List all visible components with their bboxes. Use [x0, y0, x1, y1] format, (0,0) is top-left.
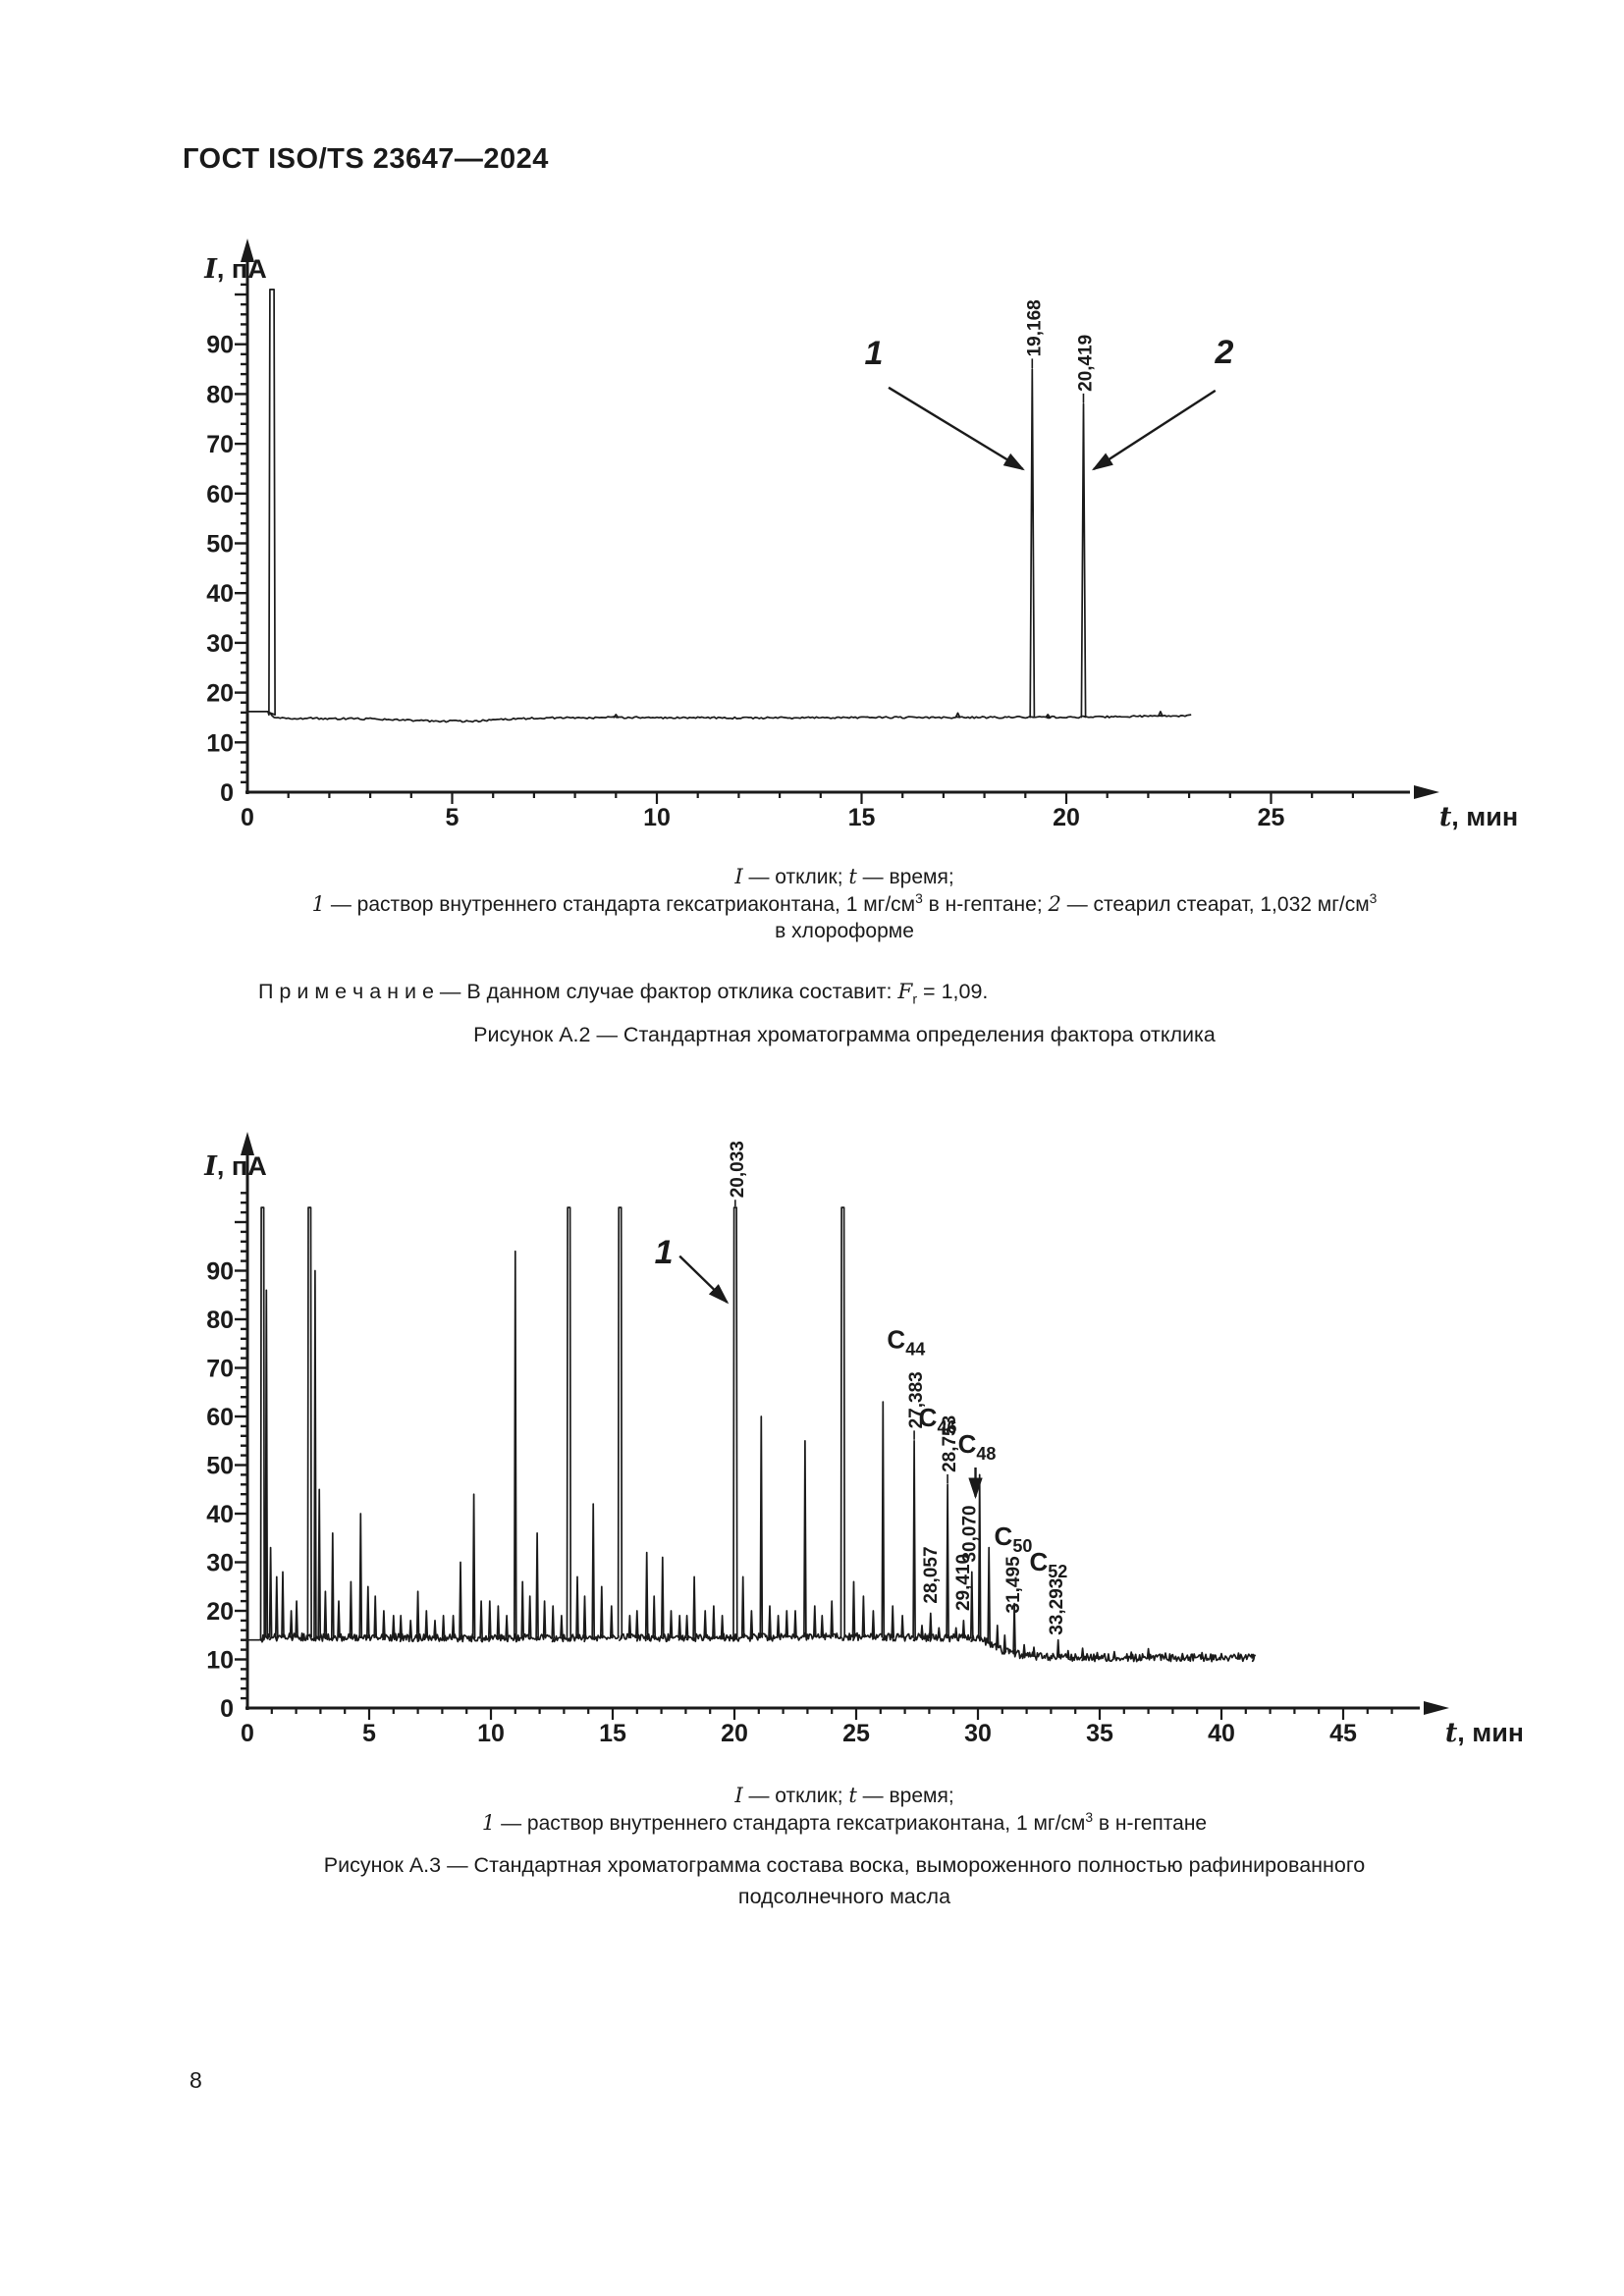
chromatogram-a3: 0 10 20 30 40 50 60 70 80 90 0 5 10 15 20 25 30 35 40 45 I, … [203, 1132, 1522, 1748]
y-tick-label: 50 [206, 531, 234, 559]
callout-arrow [1091, 389, 1217, 471]
y-tick-label: 50 [206, 1453, 234, 1480]
x-tick-label: 35 [1086, 1720, 1113, 1747]
peak-time-label: 20,033 [728, 1141, 748, 1198]
x-axis-arrowhead [1414, 785, 1439, 799]
peak-time-label: 30,070 [960, 1505, 981, 1562]
figure-a2-caption-line3: в хлороформе [775, 920, 914, 942]
x-tick-label: 20 [721, 1720, 748, 1747]
y-tick-label: 10 [206, 1647, 234, 1675]
carbon-number-label: C52 [1030, 1547, 1068, 1581]
peak-time-label: 29,410 [953, 1554, 974, 1611]
y-tick-label: 60 [206, 481, 234, 508]
peak-time-label: 27,383 [906, 1371, 927, 1428]
carbon-number-label: C50 [995, 1522, 1033, 1556]
chromatogram-trace [247, 1206, 1257, 1663]
y-tick-label: 30 [206, 1550, 234, 1577]
y-tick-label: 70 [206, 431, 234, 458]
x-axis-title: t, мин [1445, 1718, 1522, 1748]
y-tick-label: 60 [206, 1404, 234, 1431]
y-tick-label: 80 [206, 381, 234, 408]
y-tick-label: 40 [206, 580, 234, 608]
y-axis-arrowhead [241, 1132, 254, 1155]
x-tick-label: 15 [599, 1720, 626, 1747]
y-tick-label: 40 [206, 1501, 234, 1528]
x-axis-title: t, мин [1439, 802, 1518, 832]
y-axis-arrowhead [241, 239, 254, 262]
x-tick-label: 20 [1053, 804, 1080, 831]
y-axis-title: I, пА [203, 254, 266, 285]
document-header: ГОСТ ISO/TS 23647—2024 [183, 143, 549, 175]
x-tick-label: 10 [477, 1720, 505, 1747]
chromatogram-a2: 0 10 20 30 40 50 60 70 80 90 0 5 10 15 20 25 I, пА t, мин… [203, 239, 1518, 832]
x-tick-label: 45 [1329, 1720, 1357, 1747]
callout-label: 1 [865, 335, 884, 372]
y-tick-label: 0 [220, 1695, 234, 1723]
figure-a3-title-line2: подсолнечного масла [737, 1885, 951, 1908]
callout-arrow [888, 386, 1025, 471]
figure-a2-caption-line2: 1 — раствор внутреннего стандарта гексат… [311, 890, 1378, 916]
figure-a3-caption-line1: I — отклик; t — время; [734, 1784, 954, 1807]
y-tick-label: 20 [206, 680, 234, 708]
y-tick-label: 10 [206, 729, 234, 757]
figure-a2-title: Рисунок А.2 — Стандартная хроматограмма … [473, 1023, 1216, 1046]
carbon-number-label: C46 [919, 1403, 957, 1437]
peak-time-label: 33,293 [1047, 1578, 1067, 1635]
page-number: 8 [189, 2067, 202, 2093]
carbon-number-label: C48 [958, 1429, 997, 1464]
x-tick-label: 30 [964, 1720, 992, 1747]
x-tick-label: 10 [643, 804, 671, 831]
x-axis-arrowhead [1424, 1701, 1449, 1715]
carbon-number-label: C44 [887, 1325, 925, 1360]
x-tick-label: 5 [362, 1720, 376, 1747]
y-axis-title: I, пА [203, 1151, 266, 1182]
figure-a2-note: П р и м е ч а н и е — В данном случае фа… [258, 980, 989, 1008]
x-tick-label: 5 [446, 804, 460, 831]
x-tick-label: 0 [241, 1720, 254, 1747]
x-tick-label: 25 [1258, 804, 1285, 831]
y-tick-label: 90 [206, 1258, 234, 1286]
x-tick-label: 40 [1208, 1720, 1235, 1747]
x-tick-label: 25 [842, 1720, 870, 1747]
y-tick-label: 80 [206, 1307, 234, 1334]
peak-time-label: 19,168 [1024, 299, 1045, 356]
figure-a3-caption-line2: 1 — раствор внутреннего стандарта гексат… [481, 1809, 1208, 1835]
y-tick-label: 30 [206, 630, 234, 658]
peak-time-label: 31,495 [1003, 1556, 1024, 1614]
x-tick-label: 15 [848, 804, 876, 831]
figure-a2-caption-line1: I — отклик; t — время; [734, 865, 954, 888]
x-tick-label: 0 [241, 804, 254, 831]
callout-arrow [678, 1255, 730, 1305]
y-tick-label: 70 [206, 1356, 234, 1383]
peak-time-label: 28,057 [921, 1546, 942, 1603]
y-tick-label: 90 [206, 332, 234, 359]
y-tick-label: 20 [206, 1598, 234, 1626]
y-tick-label: 0 [220, 779, 234, 807]
callout-label: 2 [1215, 334, 1234, 371]
callout-label: 1 [655, 1234, 674, 1271]
figure-a3-title-line1: Рисунок А.3 — Стандартная хроматограмма … [323, 1853, 1366, 1877]
peak-time-label: 28,753 [940, 1415, 960, 1472]
peak-time-label: 20,419 [1075, 335, 1096, 392]
chromatogram-trace [247, 289, 1192, 723]
